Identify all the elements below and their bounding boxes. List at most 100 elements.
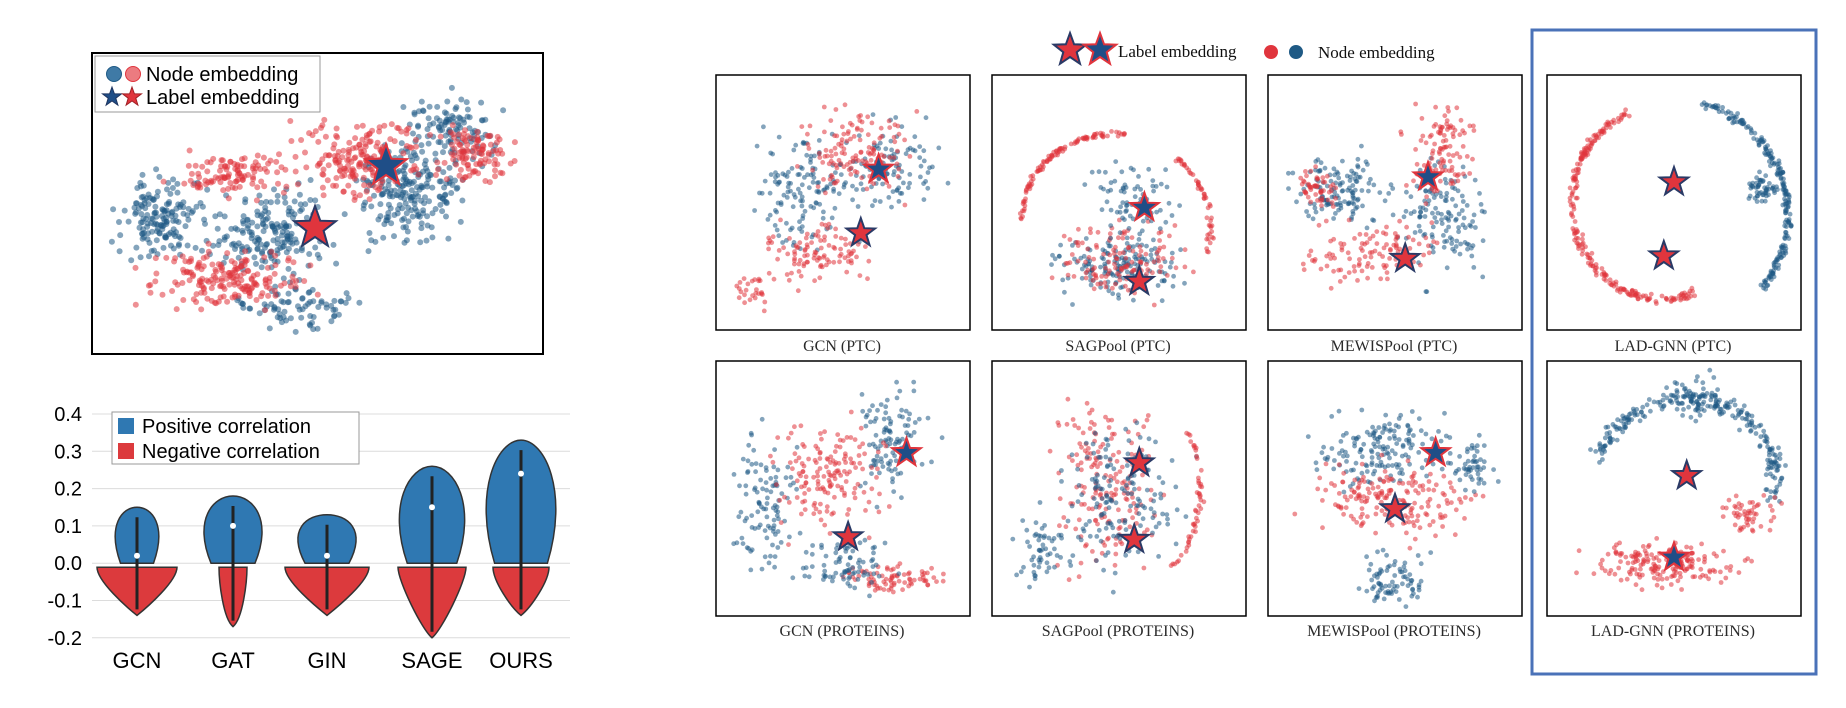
embedding-point xyxy=(244,286,251,293)
embedding-point xyxy=(352,194,359,200)
embedding-point xyxy=(1083,236,1089,241)
embedding-point xyxy=(196,181,203,188)
embedding-point xyxy=(133,200,140,207)
embedding-point xyxy=(1620,429,1626,435)
embedding-point xyxy=(1429,156,1435,161)
embedding-point xyxy=(1337,451,1342,456)
embedding-point xyxy=(1329,414,1335,419)
embedding-point xyxy=(776,233,782,239)
embedding-point xyxy=(800,140,806,146)
embedding-point xyxy=(1028,174,1034,179)
embedding-point xyxy=(941,571,946,577)
embedding-point xyxy=(464,141,471,148)
embedding-point xyxy=(1336,491,1342,496)
embedding-point xyxy=(771,517,777,523)
embedding-point xyxy=(1138,259,1144,265)
embedding-point xyxy=(1313,209,1319,215)
embedding-point xyxy=(1116,518,1122,524)
embedding-point xyxy=(322,133,329,140)
embedding-point xyxy=(897,438,903,444)
embedding-point xyxy=(443,110,450,117)
embedding-point xyxy=(403,237,410,244)
embedding-point xyxy=(318,299,325,306)
embedding-point xyxy=(793,142,799,148)
embedding-point xyxy=(794,486,799,492)
embedding-point xyxy=(781,192,787,198)
embedding-point xyxy=(846,249,852,255)
embedding-point xyxy=(775,467,781,473)
embedding-point xyxy=(145,230,151,237)
embedding-point xyxy=(868,157,874,163)
embedding-point xyxy=(1454,238,1460,244)
embedding-point xyxy=(1194,453,1199,459)
embedding-point xyxy=(1107,497,1113,502)
embedding-point xyxy=(1069,252,1075,257)
embedding-point xyxy=(418,142,425,149)
embedding-point xyxy=(818,262,824,268)
embedding-point xyxy=(1332,458,1337,463)
embedding-point xyxy=(1105,133,1110,139)
embedding-point xyxy=(768,553,773,559)
embedding-point xyxy=(1098,461,1103,466)
x-tick-label: GIN xyxy=(307,648,346,673)
embedding-point xyxy=(217,263,224,270)
top-legend-blue-dot-icon xyxy=(1289,45,1303,59)
embedding-point xyxy=(1088,226,1093,232)
embedding-point xyxy=(855,577,861,582)
embedding-point xyxy=(1099,207,1105,213)
embedding-point xyxy=(858,149,864,155)
left-scatter-panel: Node embedding Label embedding xyxy=(91,52,544,355)
embedding-point xyxy=(254,208,261,215)
embedding-point xyxy=(408,187,415,194)
embedding-point xyxy=(1405,458,1411,464)
embedding-point xyxy=(152,255,159,262)
embedding-point xyxy=(1320,175,1326,181)
embedding-point xyxy=(1373,511,1379,517)
embedding-point xyxy=(1095,472,1100,478)
embedding-point xyxy=(1447,480,1453,486)
embedding-point xyxy=(1359,521,1365,527)
embedding-point xyxy=(1314,467,1320,473)
embedding-point xyxy=(840,438,846,443)
embedding-point xyxy=(850,565,856,570)
embedding-point xyxy=(747,297,753,303)
embedding-point xyxy=(874,475,879,480)
embedding-point xyxy=(361,148,368,155)
embedding-point xyxy=(768,453,773,459)
embedding-point xyxy=(1163,219,1169,225)
embedding-point xyxy=(1079,266,1085,272)
embedding-point xyxy=(417,239,424,246)
embedding-point xyxy=(894,161,900,167)
embedding-point xyxy=(1141,424,1147,430)
embedding-point xyxy=(1445,105,1451,110)
embedding-point xyxy=(925,170,931,175)
embedding-point xyxy=(758,462,764,468)
embedding-point xyxy=(1120,235,1126,241)
embedding-point xyxy=(841,146,847,152)
embedding-point xyxy=(1132,486,1137,492)
embedding-point xyxy=(1363,232,1369,237)
embedding-point xyxy=(786,500,792,505)
embedding-point xyxy=(1083,263,1089,269)
embedding-point xyxy=(764,514,770,520)
embedding-point xyxy=(1091,450,1097,456)
embedding-point xyxy=(315,138,322,145)
embedding-point xyxy=(1181,163,1187,169)
embedding-point xyxy=(1375,484,1381,490)
embedding-point xyxy=(184,242,191,249)
embedding-point xyxy=(804,152,810,158)
embedding-point xyxy=(1145,413,1151,418)
embedding-point xyxy=(1432,141,1437,147)
embedding-point xyxy=(842,102,848,108)
embedding-point xyxy=(832,145,838,151)
embedding-point xyxy=(1131,244,1136,250)
embedding-point xyxy=(366,182,373,189)
embedding-point xyxy=(1150,515,1156,521)
embedding-point xyxy=(1433,482,1439,488)
embedding-point xyxy=(1375,590,1381,595)
embedding-point xyxy=(1107,231,1113,237)
embedding-point xyxy=(254,152,261,159)
embedding-point xyxy=(811,511,817,517)
embedding-point xyxy=(418,220,425,227)
embedding-point xyxy=(1323,218,1329,224)
